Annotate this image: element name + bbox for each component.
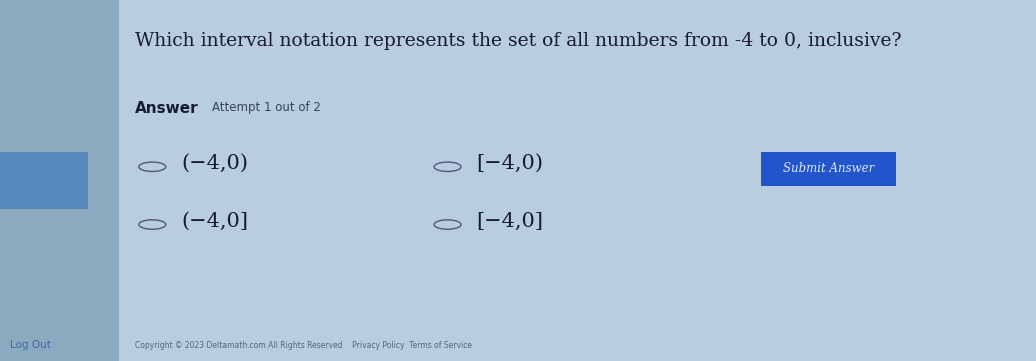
- Text: (−4,0]: (−4,0]: [181, 212, 249, 231]
- Text: Which interval notation represents the set of all numbers from -4 to 0, inclusiv: Which interval notation represents the s…: [135, 32, 901, 51]
- Text: Submit Answer: Submit Answer: [783, 162, 874, 175]
- Text: [−4,0]: [−4,0]: [477, 212, 544, 231]
- FancyBboxPatch shape: [761, 152, 896, 186]
- Text: Attempt 1 out of 2: Attempt 1 out of 2: [212, 101, 321, 114]
- Text: [−4,0): [−4,0): [477, 154, 544, 173]
- FancyBboxPatch shape: [0, 152, 88, 209]
- Text: Copyright © 2023 Deltamath.com All Rights Reserved    Privacy Policy  Terms of S: Copyright © 2023 Deltamath.com All Right…: [135, 341, 471, 350]
- Text: Log Out: Log Out: [10, 340, 51, 350]
- Text: (−4,0): (−4,0): [181, 154, 249, 173]
- FancyBboxPatch shape: [0, 0, 119, 361]
- Text: Answer: Answer: [135, 101, 198, 116]
